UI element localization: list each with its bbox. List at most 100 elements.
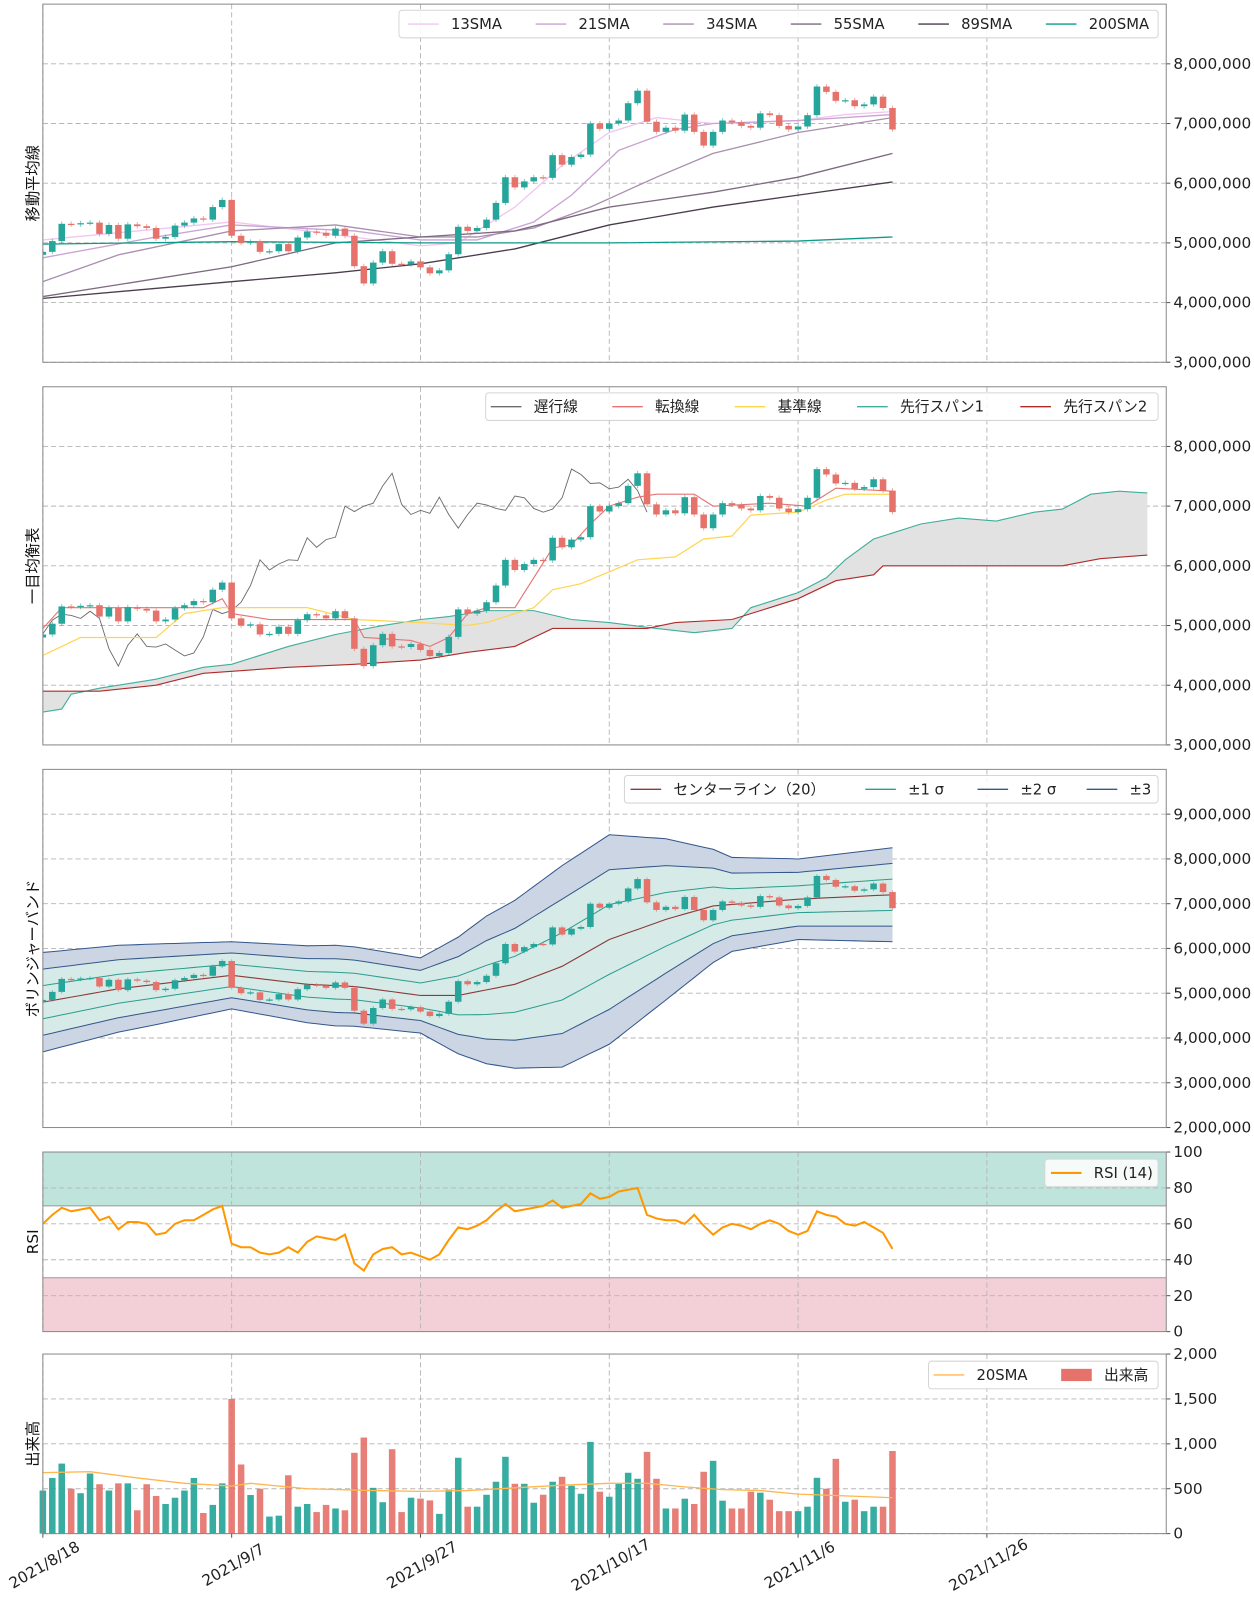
volume-bar bbox=[275, 1515, 283, 1534]
candle-body bbox=[766, 896, 774, 898]
candle-body bbox=[464, 981, 471, 985]
volume-bar bbox=[483, 1494, 490, 1534]
volume-bar bbox=[49, 1477, 56, 1534]
candle-body bbox=[596, 123, 604, 129]
y-axis-label: 一目均衡表 bbox=[24, 528, 42, 604]
volume-bar bbox=[709, 1460, 717, 1534]
y-axis-label: ボリンジャーバンド bbox=[24, 880, 42, 1018]
legend-label: RSI (14) bbox=[1094, 1165, 1153, 1182]
candle-body bbox=[360, 1010, 368, 1024]
volume-bar bbox=[700, 1471, 707, 1534]
legend-box bbox=[1044, 1158, 1159, 1188]
candle-body bbox=[332, 228, 339, 236]
volume-bar bbox=[162, 1503, 169, 1534]
candle-body bbox=[606, 506, 613, 512]
candle-body bbox=[398, 646, 405, 648]
candle-body bbox=[889, 107, 896, 130]
candle-body bbox=[804, 897, 811, 906]
tenkan-line bbox=[42, 487, 893, 648]
candle-body bbox=[672, 510, 679, 514]
volume-bar bbox=[851, 1499, 858, 1534]
legend-item: RSI (14) bbox=[1050, 1165, 1153, 1182]
candle-body bbox=[690, 896, 698, 910]
candle-body bbox=[690, 497, 698, 515]
candle-body bbox=[832, 91, 840, 101]
legend-label: 34SMA bbox=[706, 16, 757, 33]
candle-body bbox=[813, 875, 821, 898]
volume-bar bbox=[426, 1500, 434, 1534]
candle-body bbox=[218, 960, 226, 967]
candle-body bbox=[275, 994, 283, 1000]
candle-body bbox=[587, 506, 594, 538]
volume-bar bbox=[606, 1496, 613, 1534]
candle-body bbox=[67, 223, 75, 226]
candle-body bbox=[577, 926, 585, 929]
candle-body bbox=[124, 224, 132, 239]
candle-body bbox=[285, 626, 292, 634]
legend-ichimoku: 遅行線 転換線 基準線 先行スパン1 先行スパン2 bbox=[485, 392, 1159, 421]
y-tick-label: 5,000,000 bbox=[1173, 234, 1251, 252]
candle-body bbox=[115, 607, 122, 622]
candle-body bbox=[775, 897, 783, 906]
candle-body bbox=[757, 113, 764, 128]
volume-bar bbox=[860, 1511, 868, 1534]
legend-label: 21SMA bbox=[579, 16, 630, 33]
y-tick-label: 80 bbox=[1173, 1179, 1192, 1197]
volume-bar bbox=[256, 1488, 264, 1534]
candle-body bbox=[709, 909, 717, 921]
legend-rsi: RSI (14) bbox=[1044, 1158, 1159, 1188]
candle-body bbox=[549, 155, 556, 178]
candle-body bbox=[568, 156, 575, 165]
volume-bar bbox=[832, 1458, 840, 1534]
candle-body bbox=[294, 620, 302, 634]
candle-body bbox=[719, 120, 726, 132]
x-tick-label: 2021/11/6 bbox=[761, 1538, 838, 1593]
candle-body bbox=[879, 479, 887, 491]
candle-body bbox=[539, 559, 547, 562]
sma-line-34SMA bbox=[42, 116, 893, 283]
candle-body bbox=[615, 901, 622, 904]
x-tick-label: 2021/11/26 bbox=[946, 1535, 1031, 1595]
candle-body bbox=[58, 978, 66, 992]
y-tick-label: 0 bbox=[1173, 1323, 1183, 1341]
candle-body bbox=[58, 606, 66, 624]
candle-body bbox=[681, 896, 689, 910]
candle-body bbox=[181, 605, 188, 609]
candle-body bbox=[738, 122, 745, 126]
y-tick-label: 5,000,000 bbox=[1173, 617, 1251, 635]
candle-body bbox=[804, 115, 811, 127]
candle-body bbox=[228, 199, 235, 236]
legend-box bbox=[398, 9, 1159, 39]
legend-sma: 13SMA 21SMA 34SMA 55SMA 89SMA 200SMA bbox=[398, 9, 1159, 39]
candle-body bbox=[218, 199, 226, 208]
candle-body bbox=[473, 982, 481, 985]
volume-bar bbox=[77, 1493, 84, 1534]
candle-body bbox=[502, 559, 509, 586]
candle-body bbox=[889, 892, 896, 909]
legend-label: ±3 bbox=[1130, 781, 1152, 798]
candle-body bbox=[615, 503, 622, 507]
panel-volume: 0 500 1,000 1,500 2,000 出来高 20SMA 出来高 bbox=[24, 1345, 1217, 1543]
x-tick-label: 2021/9/7 bbox=[199, 1540, 267, 1590]
candle-body bbox=[606, 903, 613, 908]
candle-body bbox=[492, 202, 500, 220]
candle-body bbox=[606, 123, 613, 129]
candle-body bbox=[303, 614, 311, 621]
candle-body bbox=[445, 636, 453, 653]
y-axis-label: 出来高 bbox=[24, 1421, 42, 1467]
candle-body bbox=[794, 509, 802, 513]
candle-body bbox=[539, 177, 547, 179]
candle-body bbox=[96, 605, 103, 617]
candle-body bbox=[464, 226, 471, 231]
candle-body bbox=[417, 1007, 424, 1012]
y-tick-label: 8,000,000 bbox=[1173, 55, 1251, 73]
volume-bar bbox=[209, 1504, 217, 1534]
y-tick-label: 2,000 bbox=[1173, 1345, 1217, 1363]
candle-body bbox=[445, 254, 453, 271]
candle-body bbox=[190, 218, 198, 223]
volume-bar bbox=[351, 1452, 358, 1534]
candle-body bbox=[285, 244, 292, 252]
legend-box bbox=[928, 1360, 1159, 1390]
y-tick-label: 5,000,000 bbox=[1173, 984, 1251, 1002]
volume-bar bbox=[794, 1511, 802, 1534]
